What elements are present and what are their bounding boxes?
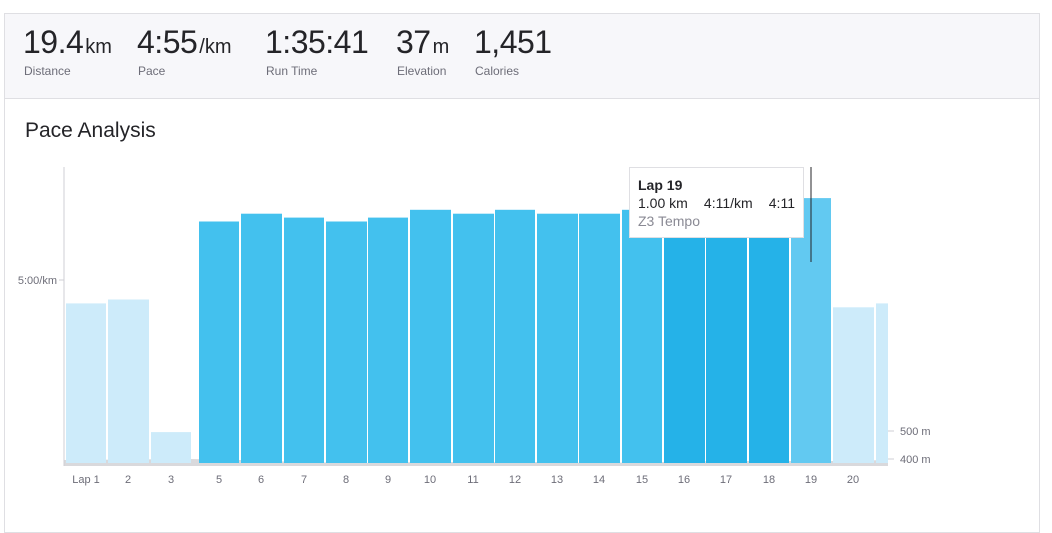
stat-label: Calories	[475, 64, 520, 78]
x-tick-label: 9	[385, 474, 391, 486]
stat-unit: km	[85, 36, 112, 58]
stat-label: Run Time	[266, 64, 318, 78]
stat-run-time: 1:35:41 Run Time	[265, 24, 370, 78]
tooltip-time: 4:11	[768, 195, 795, 211]
pace-bar[interactable]	[326, 221, 367, 464]
x-tick-label: Lap 1	[72, 474, 100, 486]
x-tick-label: 8	[343, 474, 349, 486]
pace-bar[interactable]	[833, 307, 874, 463]
stat-value: 37	[396, 24, 431, 60]
pace-bar[interactable]	[664, 205, 705, 463]
stat-elevation: 37 m Elevation	[396, 24, 449, 78]
pace-bar[interactable]	[108, 299, 149, 464]
x-tick-label: 12	[509, 474, 521, 486]
pace-bar[interactable]	[151, 432, 191, 463]
x-tick-label: 16	[678, 474, 690, 486]
stat-value: 1,451	[474, 24, 552, 60]
stat-label: Distance	[24, 64, 71, 78]
pace-bar[interactable]	[495, 209, 535, 463]
x-tick-label: 15	[636, 474, 648, 486]
pace-bar[interactable]	[284, 217, 324, 463]
x-tick-label: 18	[763, 474, 775, 486]
x-tick-label: 5	[216, 474, 222, 486]
x-tick-label: 3	[168, 474, 174, 486]
pace-bar[interactable]	[622, 209, 662, 463]
tooltip-pace: 4:11/km	[703, 195, 753, 211]
x-axis-ticks: Lap 1 2 3 5 6 7 8 9 10 11 12 13 14 15 16 17 18 19 20	[72, 474, 859, 486]
pace-bar[interactable]	[199, 221, 239, 464]
stats-bar: 19.4 km Distance 4:55/km Pace 1:35:41 Run…	[5, 14, 1039, 99]
tooltip-title: Lap 19	[638, 177, 683, 193]
tooltip-distance: 1.00 km	[638, 195, 688, 211]
pace-bar[interactable]	[453, 213, 494, 463]
y-axis-label: 5:00/km	[18, 275, 57, 287]
pace-bar[interactable]	[537, 213, 578, 463]
x-tick-label: 17	[720, 474, 732, 486]
chart-axes: 5:00/km 500 m 400 m	[18, 167, 931, 466]
stat-value: 19.4	[23, 24, 84, 60]
pace-bar[interactable]	[876, 303, 888, 463]
section-title: Pace Analysis	[25, 119, 156, 142]
stat-value: 1:35:41	[265, 24, 369, 60]
stat-pace: 4:55/km Pace	[137, 24, 232, 78]
pace-bar[interactable]	[706, 205, 747, 463]
pace-bar[interactable]	[66, 303, 106, 463]
x-tick-label: 2	[125, 474, 131, 486]
pace-chart: 5:00/km 500 m 400 m Lap 1 2 3 5 6 7 8 9 10 11 12 13…	[18, 167, 931, 486]
pace-bar[interactable]	[368, 217, 408, 463]
stat-label: Elevation	[397, 64, 447, 78]
tooltip-row: 1.00 km 4:11/km 4:11	[638, 194, 795, 212]
elevation-axis-label: 400 m	[900, 454, 931, 466]
x-tick-label: 6	[258, 474, 264, 486]
x-tick-label: 19	[805, 474, 817, 486]
pace-bar[interactable]	[579, 213, 620, 463]
x-tick-label: 13	[551, 474, 563, 486]
stat-calories: 1,451 Calories	[474, 24, 554, 78]
tooltip-zone: Z3 Tempo	[638, 213, 700, 229]
pace-bar[interactable]	[410, 209, 451, 463]
pace-bars	[66, 198, 888, 463]
stat-value: 4:55	[137, 24, 198, 60]
lap-tooltip: Lap 19 1.00 km 4:11/km 4:11 Z3 Tempo	[629, 167, 804, 238]
x-tick-label: 10	[424, 474, 436, 486]
stat-distance: 19.4 km Distance	[23, 24, 112, 78]
x-tick-label: 20	[847, 474, 859, 486]
stat-label: Pace	[138, 64, 166, 78]
pace-bar[interactable]	[749, 202, 789, 463]
stat-unit: /km	[199, 36, 232, 58]
elevation-axis-label: 500 m	[900, 426, 931, 438]
x-tick-label: 7	[301, 474, 307, 486]
pace-bar[interactable]	[241, 213, 282, 463]
x-tick-label: 14	[593, 474, 605, 486]
stat-unit: m	[432, 36, 450, 58]
x-tick-label: 11	[467, 474, 478, 486]
